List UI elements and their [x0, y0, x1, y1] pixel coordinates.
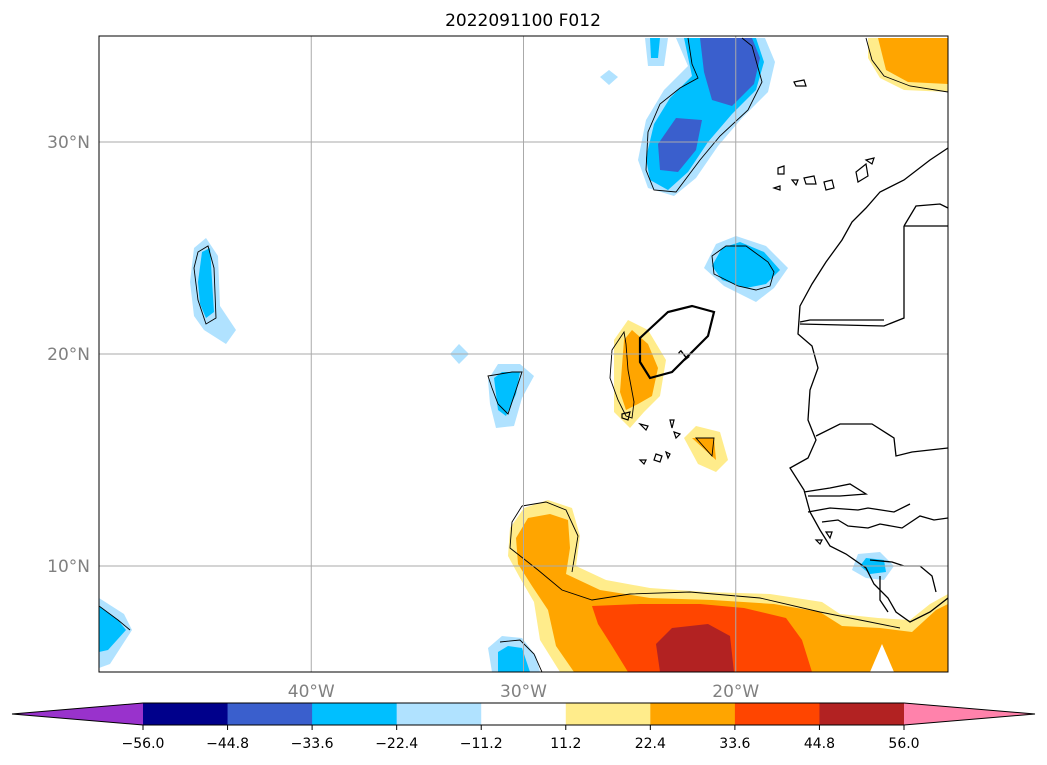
colorbar-extend-low [12, 703, 143, 725]
colorbar-tick-label: 44.8 [804, 736, 835, 752]
positive-field-capeverde [614, 320, 728, 472]
colorbar-segment [734, 703, 820, 725]
colorbar-segment [396, 703, 482, 725]
coastlines [789, 147, 948, 623]
colorbar-tick-label: 11.2 [550, 736, 581, 752]
colorbar-tick-label: 22.4 [635, 736, 666, 752]
lat-tick-label: 30°N [47, 133, 90, 153]
lon-tick-label: 20°W [712, 682, 759, 702]
islands [621, 79, 875, 546]
colorbar-segment [227, 703, 313, 725]
colorbar-segment [143, 703, 229, 725]
colorbar-tick-label: 33.6 [719, 736, 750, 752]
gridlines [99, 36, 948, 672]
negative-field-north [600, 38, 775, 196]
chart-title: 2022091100 F012 [445, 11, 601, 31]
colorbar-segment [481, 703, 567, 725]
shaded-fields: 1 [99, 37, 948, 672]
negative-field-west [99, 238, 534, 668]
positive-field-northeast [868, 38, 948, 92]
map-panel: 1 [47, 35, 949, 702]
negative-field-south [488, 552, 894, 672]
colorbar-extend-high [904, 703, 1035, 725]
lat-tick-label: 20°N [47, 345, 90, 365]
positive-field-south [508, 500, 948, 672]
colorbar-tick-label: −22.4 [375, 736, 418, 752]
lat-tick-label: 10°N [47, 557, 90, 577]
colorbar: −56.0 −44.8 −33.6 −22.4 −11.2 11.2 22.4 33.6 44.… [11, 702, 1036, 752]
lat-tick-labels: 10°N 20°N 30°N [47, 133, 90, 577]
colorbar-tick-label: −11.2 [460, 736, 503, 752]
map-frame [98, 35, 949, 673]
colorbar-segment [565, 703, 651, 725]
colorbar-tick-label: −33.6 [291, 736, 334, 752]
colorbar-segment [819, 703, 905, 725]
colorbar-tick-label: −44.8 [206, 736, 249, 752]
lon-tick-label: 40°W [288, 682, 335, 702]
colorbar-segment [312, 703, 398, 725]
colorbar-tick-label: −56.0 [122, 736, 165, 752]
colorbar-tick-label: 56.0 [888, 736, 919, 752]
colorbar-segment [650, 703, 736, 725]
negative-field-canaries [704, 236, 788, 302]
lon-tick-labels: 40°W 30°W 20°W [288, 682, 760, 702]
lon-tick-label: 30°W [500, 682, 547, 702]
